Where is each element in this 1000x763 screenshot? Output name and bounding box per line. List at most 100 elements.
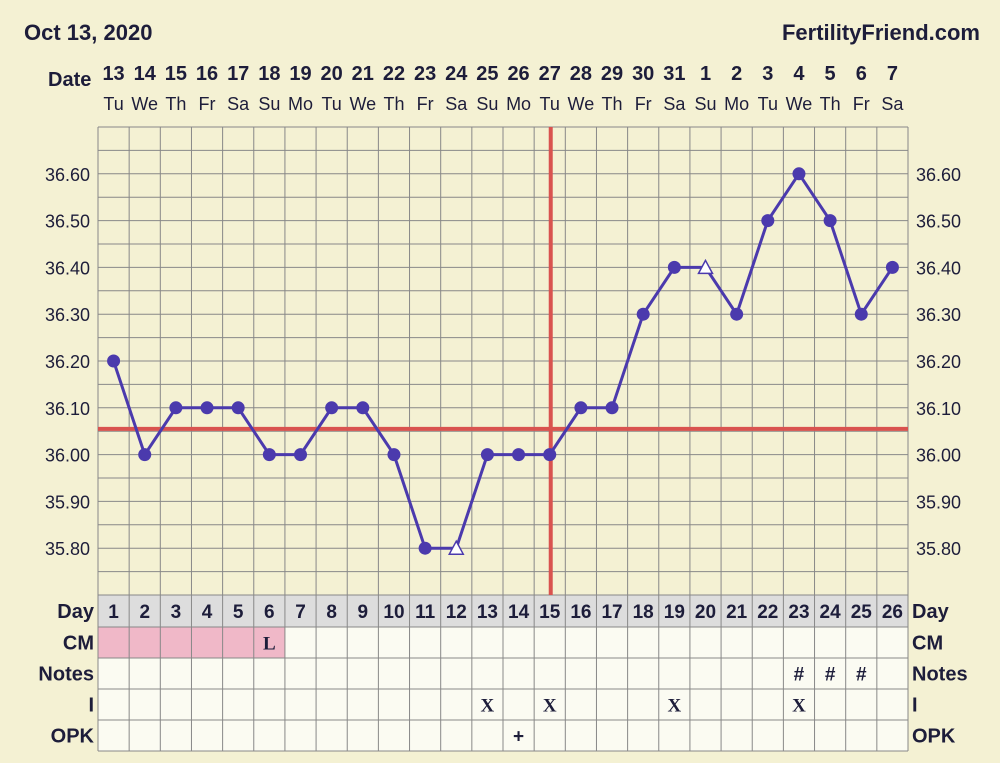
date-number: 3 [762, 63, 773, 85]
weekday-label: Mo [288, 94, 313, 114]
row-cell [191, 689, 223, 720]
row-cell [347, 627, 379, 658]
row-cell [440, 720, 472, 751]
temperature-point [823, 214, 837, 228]
y-tick-right: 36.20 [916, 352, 961, 372]
row-cell [565, 720, 597, 751]
notes-row-label-left: Notes [38, 664, 94, 686]
row-cell [721, 658, 753, 689]
intercourse-mark: X [792, 696, 806, 717]
weekday-label: Fr [635, 94, 652, 114]
temperature-point [418, 541, 432, 555]
date-number: 16 [196, 63, 218, 85]
row-cell [191, 720, 223, 751]
temperature-point [574, 401, 588, 415]
temperature-point [387, 448, 401, 462]
weekday-label: Fr [853, 94, 870, 114]
date-number: 25 [476, 63, 498, 85]
cycle-day-number: 20 [695, 602, 716, 623]
date-number: 21 [352, 63, 374, 85]
row-cell [284, 689, 317, 720]
date-number: 31 [663, 63, 685, 85]
row-cell [876, 689, 908, 720]
temperature-point [792, 167, 806, 181]
weekday-label: Sa [881, 94, 904, 114]
row-cell [534, 720, 566, 751]
temperature-point [512, 448, 526, 462]
menstruation-cell [160, 627, 192, 658]
note-mark: # [825, 665, 836, 686]
temperature-point [667, 260, 681, 274]
cm-entry: L [263, 634, 276, 655]
cycle-day-number: 10 [383, 602, 404, 623]
day-row-label-right: Day [912, 601, 950, 623]
row-cell [627, 658, 659, 689]
intercourse-mark: X [481, 696, 495, 717]
date-number: 5 [825, 63, 836, 85]
date-number: 13 [102, 63, 124, 85]
weekday-label: Tu [321, 94, 341, 114]
row-cell [534, 658, 566, 689]
y-tick-left: 36.10 [45, 399, 90, 419]
opk-row-label-right: OPK [912, 726, 956, 748]
row-cell [129, 658, 161, 689]
row-cell [471, 720, 503, 751]
menstruation-cell [222, 627, 254, 658]
temperature-point [169, 401, 183, 415]
y-tick-left: 36.30 [45, 305, 90, 325]
row-cell [316, 720, 348, 751]
temperature-line [112, 171, 894, 550]
row-cell [98, 689, 130, 720]
date-number: 28 [570, 63, 592, 85]
row-cell [316, 689, 348, 720]
row-cell [596, 658, 628, 689]
cycle-day-number: 1 [108, 602, 119, 623]
row-cell [503, 689, 535, 720]
weekday-label: Tu [103, 94, 123, 114]
temperature-point [231, 401, 245, 415]
date-number: 17 [227, 63, 249, 85]
weekday-label: Sa [227, 94, 250, 114]
row-cell [378, 689, 410, 720]
temperature-point [480, 448, 494, 462]
date-number: 30 [632, 63, 654, 85]
intercourse-mark: X [543, 696, 557, 717]
row-cell [689, 720, 722, 751]
temperature-point [356, 401, 370, 415]
row-cell [721, 720, 753, 751]
row-cell [752, 720, 784, 751]
cycle-day-number: 4 [202, 602, 213, 623]
weekday-label: Fr [199, 94, 216, 114]
row-cell [316, 627, 348, 658]
temperature-point [294, 448, 307, 462]
cycle-day-number: 25 [851, 602, 873, 623]
chart-date: Oct 13, 2020 [24, 20, 153, 45]
row-cell [752, 627, 784, 658]
date-number: 2 [731, 63, 742, 85]
cm-row-label-right: CM [912, 633, 943, 655]
cycle-day-number: 18 [633, 602, 654, 623]
date-number: 14 [134, 63, 157, 85]
temperature-point-discarded [697, 258, 714, 275]
row-cell [347, 658, 379, 689]
y-tick-right: 36.00 [916, 446, 961, 466]
date-number: 27 [539, 63, 561, 85]
intercourse-row-label-left: I [88, 695, 94, 717]
cycle-day-number: 16 [570, 602, 591, 623]
temperature-point [200, 401, 214, 415]
row-cell [471, 658, 503, 689]
y-tick-right: 36.10 [916, 399, 961, 419]
row-cell [503, 658, 535, 689]
date-number: 19 [289, 63, 311, 85]
row-cell [814, 689, 846, 720]
row-cell [440, 627, 472, 658]
row-cell [658, 689, 690, 720]
y-tick-left: 36.50 [45, 212, 90, 232]
y-tick-right: 35.90 [916, 492, 961, 512]
row-cell [160, 658, 192, 689]
row-cell [378, 627, 410, 658]
opk-mark: + [513, 727, 524, 748]
row-cell [160, 720, 192, 751]
cycle-day-number: 21 [726, 602, 748, 623]
